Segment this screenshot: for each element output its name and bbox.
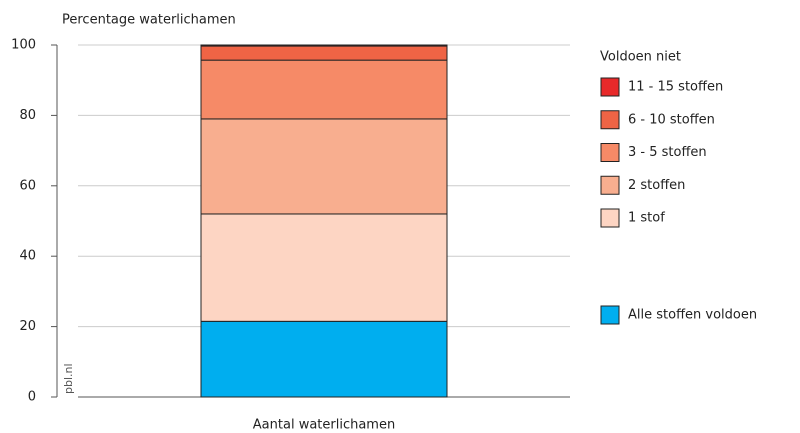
y-tick-label: 60 (19, 178, 36, 193)
legend-swatch (600, 77, 620, 97)
bar-segment (200, 45, 448, 61)
legend-swatch (600, 110, 620, 130)
legend-swatch (600, 305, 620, 325)
y-tick-label: 100 (11, 38, 36, 53)
legend-swatch (600, 175, 620, 195)
legend-title: Voldoen niet (600, 50, 681, 65)
y-tick-label: 40 (19, 249, 36, 264)
bar-segment (200, 44, 448, 47)
x-tick-label: Aantal waterlichamen (253, 418, 395, 433)
legend-swatch (600, 208, 620, 228)
bar-segment (200, 59, 448, 120)
bar-segment (200, 320, 448, 398)
legend-label: 1 stof (628, 211, 665, 226)
y-tick-label: 80 (19, 108, 36, 123)
y-axis-title: Percentage waterlichamen (62, 13, 236, 28)
legend-label: 2 stoffen (628, 178, 685, 193)
y-tick-label: 20 (19, 319, 36, 334)
legend-label: 6 - 10 stoffen (628, 112, 715, 127)
bar-segment (200, 213, 448, 322)
legend-label: Alle stoffen voldoen (628, 308, 757, 323)
y-tick-label: 0 (28, 390, 36, 405)
legend-label: 11 - 15 stoffen (628, 80, 723, 95)
bar-segment (200, 118, 448, 215)
source-label: pbl.nl (62, 363, 75, 394)
legend-swatch (600, 143, 620, 162)
legend-label: 3 - 5 stoffen (628, 145, 707, 160)
